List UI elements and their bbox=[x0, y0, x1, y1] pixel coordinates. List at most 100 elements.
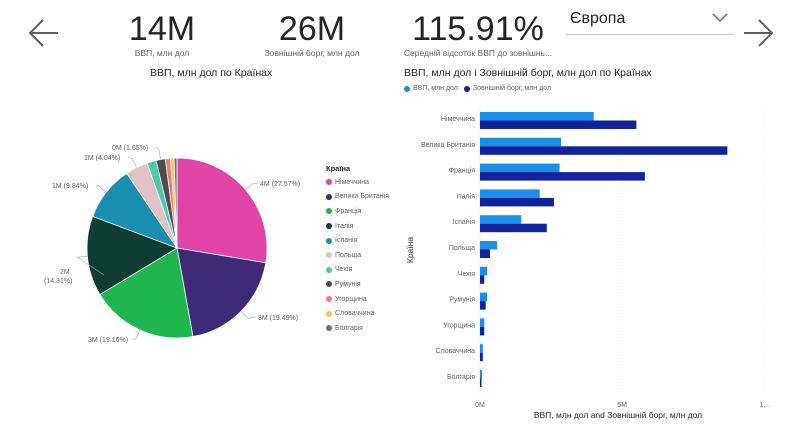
x-tick-label: 0M bbox=[475, 402, 485, 409]
legend-item[interactable]: Угорщина bbox=[326, 292, 406, 307]
legend-dot bbox=[326, 281, 332, 288]
bar-legend: ВВП, млн дол Зовнішній борг, млн дол bbox=[404, 85, 551, 92]
legend-item[interactable]: Болгарія bbox=[326, 321, 406, 336]
pie-slice[interactable] bbox=[176, 157, 268, 264]
bar-gdp[interactable] bbox=[480, 215, 522, 224]
pie-data-label: 2M bbox=[60, 269, 70, 276]
legend-item[interactable]: Італія bbox=[326, 219, 406, 234]
bar-gdp[interactable] bbox=[480, 266, 488, 276]
pie-leader-line bbox=[155, 146, 161, 160]
bar-debt[interactable] bbox=[480, 197, 554, 207]
legend-label: Словаччина bbox=[335, 310, 375, 318]
pie-data-label: 0M (1.65%) bbox=[112, 145, 148, 152]
legend-item[interactable]: Іспанія bbox=[326, 233, 406, 248]
bar-gdp[interactable] bbox=[480, 189, 540, 198]
pie-data-label: 1M (9.84%) bbox=[52, 183, 88, 190]
legend-item[interactable]: Словаччина bbox=[326, 306, 406, 321]
pie-data-label: 4M (27.57%) bbox=[260, 181, 300, 188]
pie-leader-line bbox=[240, 310, 257, 319]
kpi-card-debt: 26M Зовнішній борг, млн дол bbox=[252, 10, 372, 58]
y-tick-label: Румунія bbox=[449, 296, 475, 304]
bar-debt[interactable] bbox=[480, 249, 490, 259]
legend-label-gdp: ВВП, млн дол bbox=[413, 85, 458, 92]
pie-chart-title: ВВП, млн дол по Країнах bbox=[150, 67, 273, 79]
legend-label: Чехія bbox=[335, 266, 353, 274]
pie-legend: Країна Німеччина Велика Британія Франція Іт… bbox=[326, 164, 406, 336]
legend-item[interactable]: Чехія bbox=[326, 263, 406, 278]
legend-dot bbox=[326, 223, 332, 230]
legend-label: Польща bbox=[335, 251, 362, 259]
bar-gdp[interactable] bbox=[480, 370, 482, 379]
legend-label: Велика Британія bbox=[335, 193, 390, 201]
bar-debt[interactable] bbox=[480, 301, 486, 310]
legend-label: Румунія bbox=[335, 280, 361, 288]
y-tick-label: Угорщина bbox=[443, 322, 475, 329]
bar-chart-title: ВВП, млн дол і Зовнішній борг, млн дол п… bbox=[404, 67, 652, 79]
legend-dot bbox=[326, 310, 332, 317]
legend-label: Болгарія bbox=[335, 324, 363, 332]
legend-dot-gdp bbox=[404, 85, 410, 92]
legend-dot bbox=[326, 193, 332, 200]
bar-gdp[interactable] bbox=[480, 292, 488, 302]
bar-debt[interactable] bbox=[480, 326, 485, 336]
x-axis-title: ВВП, млн дол and Зовнішній борг, млн дол bbox=[534, 410, 702, 420]
legend-item[interactable]: Велика Британія bbox=[326, 190, 406, 205]
bar-debt[interactable] bbox=[480, 172, 645, 181]
x-tick-label: 5M bbox=[617, 402, 627, 409]
kpi-label: Середній відсоток ВВП до зовнішнь... bbox=[403, 48, 553, 58]
region-dropdown[interactable]: Європа bbox=[566, 8, 734, 35]
legend-dot bbox=[326, 252, 332, 259]
legend-item[interactable]: Франція bbox=[326, 204, 406, 219]
y-tick-label: Польща bbox=[449, 245, 475, 252]
pie-leader-line bbox=[95, 184, 107, 193]
legend-dot bbox=[326, 296, 332, 303]
legend-label-debt: Зовнішній борг, млн дол bbox=[472, 85, 552, 92]
legend-dot bbox=[326, 237, 332, 244]
pie-slice[interactable] bbox=[173, 157, 178, 249]
y-tick-label: Чехія bbox=[458, 270, 475, 278]
y-axis-title: Країна bbox=[405, 237, 415, 263]
y-tick-label: Італія bbox=[457, 192, 476, 200]
bar-gdp[interactable] bbox=[480, 112, 594, 121]
bar-gdp[interactable] bbox=[480, 318, 485, 327]
bar-chart: Німеччина Велика Британія Франція Італія Ісп… bbox=[405, 106, 769, 420]
kpi-label: Зовнішній борг, млн дол bbox=[264, 48, 360, 58]
region-dropdown-value: Європа bbox=[570, 10, 626, 27]
bar-debt[interactable] bbox=[480, 120, 637, 130]
y-tick-label: Франція bbox=[449, 167, 476, 175]
back-arrow-icon[interactable] bbox=[26, 14, 62, 52]
bar-gdp[interactable] bbox=[480, 137, 562, 147]
bar-debt[interactable] bbox=[480, 223, 547, 233]
legend-dot bbox=[326, 325, 332, 332]
pie-chart: 4M (27.57%) 3M (19.49%) 3M (19.16%) 2M (14.3… bbox=[44, 145, 300, 344]
kpi-value: 115.91% bbox=[412, 10, 544, 48]
forward-arrow-icon[interactable] bbox=[740, 14, 776, 52]
legend-dot bbox=[326, 208, 332, 215]
legend-dot bbox=[326, 266, 332, 273]
legend-label: Італія bbox=[335, 222, 354, 230]
legend-item[interactable]: Румунія bbox=[326, 277, 406, 292]
legend-dot-debt bbox=[463, 85, 470, 92]
pie-leader-line bbox=[76, 256, 105, 276]
kpi-card-gdp: 14M ВВП, млн дол bbox=[112, 10, 212, 58]
pie-slice[interactable] bbox=[99, 247, 194, 339]
pie-data-label: 1M (4.04%) bbox=[84, 155, 120, 162]
legend-item[interactable]: Польща bbox=[326, 248, 406, 263]
pie-slice[interactable] bbox=[86, 215, 178, 296]
legend-label: Іспанія bbox=[335, 237, 358, 245]
pie-data-label: 3M (19.16%) bbox=[88, 337, 128, 344]
pie-legend-title: Країна bbox=[326, 164, 351, 173]
kpi-label: ВВП, млн дол bbox=[134, 48, 190, 58]
bar-debt[interactable] bbox=[480, 352, 483, 362]
bar-debt[interactable] bbox=[480, 146, 728, 155]
bar-gdp[interactable] bbox=[480, 344, 483, 353]
legend-item[interactable]: Німеччина bbox=[326, 175, 406, 190]
bar-gdp[interactable] bbox=[480, 241, 498, 250]
bar-debt[interactable] bbox=[480, 378, 482, 388]
bar-gdp[interactable] bbox=[480, 163, 560, 173]
bar-debt[interactable] bbox=[480, 275, 485, 284]
y-tick-label: Німеччина bbox=[441, 115, 475, 123]
chevron-down-icon bbox=[712, 13, 728, 22]
pie-data-label: 3M (19.49%) bbox=[258, 315, 298, 322]
kpi-value: 14M bbox=[128, 10, 196, 48]
